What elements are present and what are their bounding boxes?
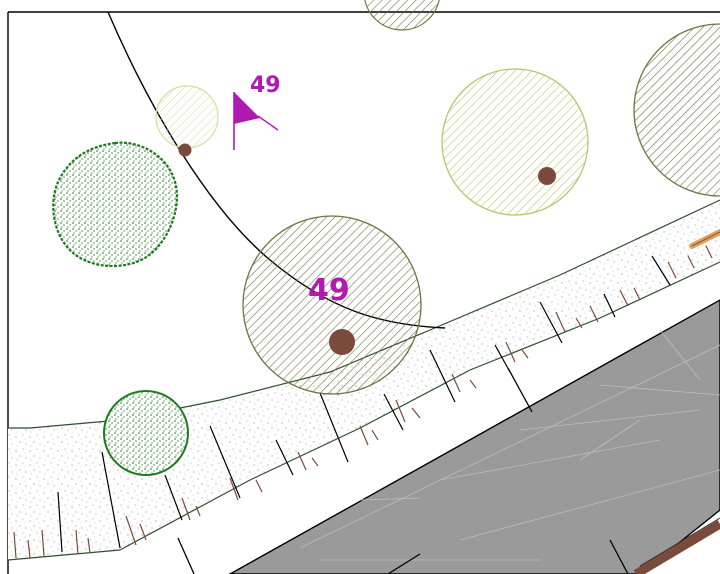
planting-strip-left-edge (7, 549, 121, 561)
shrub-small (103, 390, 189, 476)
tree-large-dark (242, 215, 422, 395)
tree-large-right (633, 23, 720, 197)
curb-return-line-left (177, 537, 195, 574)
planting-strip-front-edge (119, 261, 720, 551)
shrub-large (52, 141, 179, 268)
tree-small-pale (155, 85, 219, 157)
tree-trunk (329, 329, 355, 355)
paved-road (228, 299, 720, 574)
curb-segment-right (609, 539, 629, 574)
grass-tick-marks (13, 245, 713, 559)
bench-brown-edge (639, 517, 720, 567)
curb-segment (387, 553, 421, 574)
planting-strip-back-edge (8, 199, 720, 429)
tree-trunk (538, 167, 556, 185)
tree-trunk (178, 143, 192, 157)
bench-tan-outline (691, 231, 720, 247)
bench-brown (633, 520, 720, 574)
flag-number-label: 49 (250, 73, 281, 98)
road-texture-lines (299, 329, 720, 561)
tree-top-partial (364, 0, 440, 31)
survey-flag-icon (233, 92, 279, 150)
curb-return-line (507, 367, 533, 413)
tree-number-label: 49 (308, 273, 350, 308)
tree-medium-light (441, 68, 589, 216)
